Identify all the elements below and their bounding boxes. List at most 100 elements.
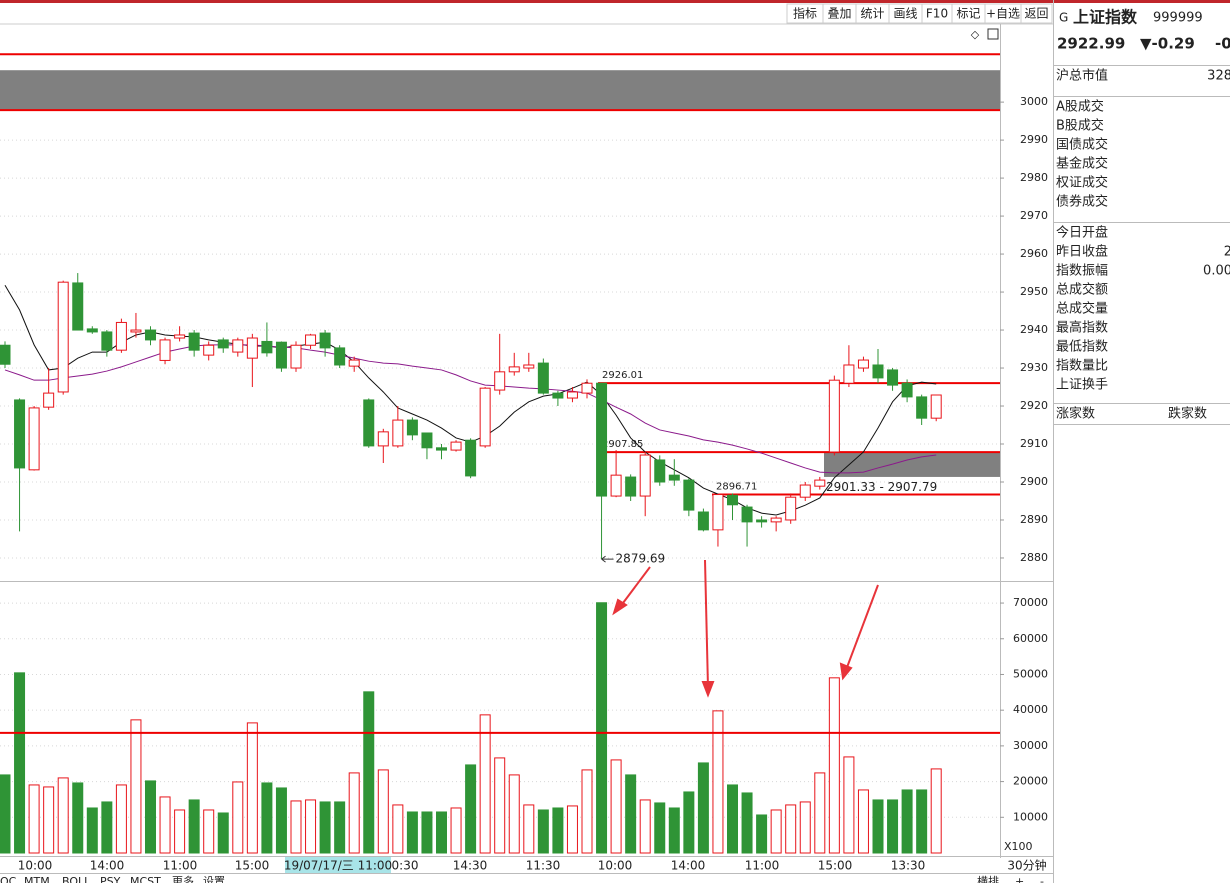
volume-pane: 10000 20000 30000 40000 50000 60000 70000 X100 xyxy=(0,596,1048,854)
volume-bar xyxy=(683,791,695,854)
candle-body xyxy=(188,332,200,351)
y-tick-label: 3000 xyxy=(1020,95,1048,108)
panel-value: 328 xyxy=(1207,69,1230,84)
tab[interactable]: 设置 xyxy=(203,875,225,883)
panel-label: 国债成交 xyxy=(1056,137,1108,153)
volume-bar xyxy=(596,602,608,854)
volume-bar xyxy=(785,804,797,854)
panel-label: 昨日收盘 xyxy=(1056,244,1108,260)
candle-body xyxy=(363,399,375,447)
toolbar-label[interactable]: 画线 xyxy=(893,7,917,21)
volume-bar xyxy=(814,772,826,854)
candle-body xyxy=(494,371,506,391)
toolbar-label[interactable]: 标记 xyxy=(956,7,980,21)
toolbar-label[interactable]: 返回 xyxy=(1024,7,1048,21)
tab[interactable]: MTM xyxy=(24,875,50,883)
tab[interactable]: 更多 xyxy=(172,874,194,883)
candle-body xyxy=(43,392,55,408)
volume-bar xyxy=(348,772,360,854)
volume-bar xyxy=(159,796,171,854)
volume-bar xyxy=(843,756,855,854)
candle-body xyxy=(508,366,520,373)
candle-body xyxy=(581,382,593,394)
candle-body xyxy=(479,387,491,447)
x-tick-label: 15:00 xyxy=(235,859,270,873)
volume-bar xyxy=(610,759,622,854)
volume-bar xyxy=(450,807,462,854)
panel-name: 上证指数 xyxy=(1073,8,1138,27)
tab[interactable]: MCST xyxy=(130,875,161,883)
tab[interactable]: 横排 xyxy=(977,874,999,883)
period-label[interactable]: 30分钟 xyxy=(1007,858,1046,873)
candle-body xyxy=(799,484,811,498)
volume-bar xyxy=(86,807,98,854)
candle-body xyxy=(392,419,404,447)
y-tick-label: 10000 xyxy=(1013,810,1048,823)
volume-bar xyxy=(145,780,156,854)
window-icon[interactable] xyxy=(987,28,999,40)
volume-bar xyxy=(741,792,753,854)
panel-label: 最高指数 xyxy=(1056,320,1108,336)
volume-bar xyxy=(334,801,346,854)
panel-value: 0.00 xyxy=(1203,264,1230,279)
candle-body xyxy=(566,391,578,399)
y-tick-label: 2960 xyxy=(1020,247,1048,260)
x-tick-label: 0:30 xyxy=(392,859,419,873)
volume-bar xyxy=(0,774,11,854)
volume-bar xyxy=(406,811,418,854)
volume-bar xyxy=(857,789,869,854)
tab[interactable]: + xyxy=(1015,875,1024,883)
toolbar-label[interactable]: 统计 xyxy=(860,7,884,21)
x-tick-label: 10:00 xyxy=(18,859,53,873)
toolbar-label[interactable]: 指标 xyxy=(793,6,817,21)
panel-change: ▼-0.29 xyxy=(1140,35,1195,53)
panel-label: 沪总市值 xyxy=(1056,68,1108,84)
volume-bar xyxy=(421,811,433,854)
diamond-icon[interactable]: ◇ xyxy=(971,28,980,41)
x-tick-label: 13:30 xyxy=(891,859,926,873)
candle-body xyxy=(843,364,855,384)
panel-label: 指数振幅 xyxy=(1056,264,1108,279)
toolbar-button[interactable] xyxy=(786,3,824,24)
x-tick-label: 14:00 xyxy=(90,859,125,873)
candle-body xyxy=(217,339,229,349)
candle-body xyxy=(930,394,942,419)
x-tick-label: 10:00 xyxy=(598,859,633,873)
candle-body xyxy=(203,344,215,356)
toolbar-label[interactable]: +自选 xyxy=(986,7,1020,21)
candle-body xyxy=(275,341,287,369)
x-tick-label: 11:30 xyxy=(526,859,561,873)
tab[interactable]: BOLL xyxy=(62,875,91,883)
candle-body xyxy=(406,419,418,436)
volume-bar xyxy=(479,714,491,854)
panel-label: 上证换手 xyxy=(1056,378,1108,393)
volume-bar xyxy=(203,809,215,854)
candle-body xyxy=(348,359,360,367)
toolbar-label[interactable]: 叠加 xyxy=(827,7,851,21)
crosshair-time-box xyxy=(285,857,391,873)
tab[interactable]: PSY xyxy=(100,875,121,883)
x-tick-label: 11:00 xyxy=(745,859,780,873)
volume-bar xyxy=(43,786,55,854)
tab[interactable]: OC xyxy=(0,875,17,883)
panel-label: 涨家数 xyxy=(1056,406,1095,422)
candle-body xyxy=(887,369,899,386)
volume-bar xyxy=(828,677,840,854)
volume-bar xyxy=(712,710,724,854)
candle-body xyxy=(697,511,709,531)
candle-body xyxy=(683,479,695,511)
tab[interactable]: - xyxy=(1040,875,1044,883)
candle-body xyxy=(159,339,171,361)
candle-body xyxy=(610,474,622,497)
y-tick-label: 2880 xyxy=(1020,551,1048,564)
candle-body xyxy=(814,479,826,487)
low-pointer xyxy=(601,555,614,563)
volume-bar xyxy=(930,768,942,854)
y-tick-label: 60000 xyxy=(1013,632,1048,645)
volume-bar xyxy=(101,801,113,854)
toolbar-label[interactable]: F10 xyxy=(926,7,948,21)
candle-body xyxy=(57,281,69,393)
volume-bar xyxy=(28,784,40,854)
candle-body xyxy=(174,334,186,339)
